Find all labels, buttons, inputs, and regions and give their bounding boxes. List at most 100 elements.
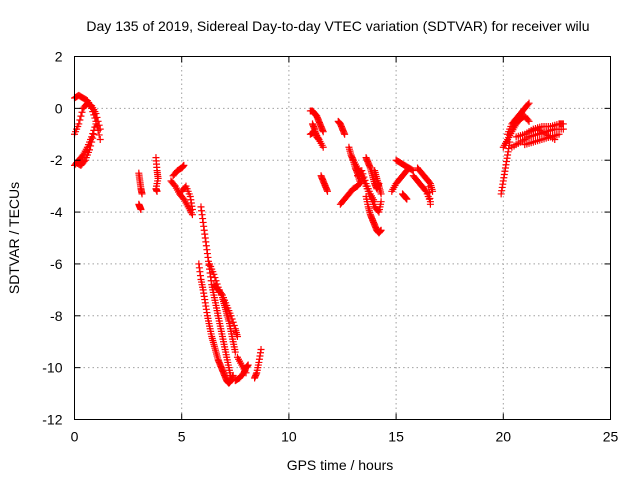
data-track	[210, 281, 241, 341]
data-point	[90, 130, 98, 138]
data-point	[233, 333, 241, 341]
data-point	[403, 195, 411, 203]
data-point	[137, 205, 145, 213]
data-point	[92, 120, 100, 128]
data-point	[180, 161, 188, 169]
data-track	[71, 99, 104, 138]
data-track	[525, 125, 559, 143]
data-track	[317, 172, 331, 195]
x-tick-label: 10	[281, 429, 297, 445]
data-point	[551, 135, 559, 143]
data-point	[217, 290, 225, 298]
data-point	[95, 121, 103, 129]
data-point	[231, 348, 239, 356]
data-point	[80, 158, 88, 166]
x-tick-label: 15	[388, 429, 404, 445]
data-point	[228, 315, 236, 323]
data-point	[426, 200, 434, 208]
data-point	[377, 198, 385, 206]
y-tick-label: 2	[55, 49, 63, 65]
data-point	[559, 120, 567, 128]
data-point	[423, 176, 431, 184]
y-axis-title: SDTVAR / TECUs	[6, 182, 22, 294]
data-point	[357, 178, 365, 186]
data-track	[197, 203, 235, 382]
data-point	[93, 113, 101, 121]
x-tick-label: 25	[603, 429, 619, 445]
y-tick-label: -8	[50, 308, 63, 324]
data-point	[525, 99, 533, 107]
data-point	[210, 270, 218, 278]
data-track	[135, 169, 146, 198]
data-track	[152, 154, 162, 195]
data-track	[178, 182, 196, 213]
x-tick-label: 5	[178, 429, 186, 445]
data-points	[71, 91, 567, 387]
data-point	[408, 166, 416, 174]
data-point	[229, 371, 237, 379]
y-tick-label: -2	[50, 152, 63, 168]
y-tick-label: -10	[42, 360, 62, 376]
data-track	[308, 120, 323, 143]
y-tick-label: 0	[55, 100, 63, 116]
data-point	[555, 130, 563, 138]
data-point	[244, 361, 252, 369]
data-track	[521, 130, 563, 149]
data-track	[233, 353, 250, 377]
data-point	[153, 187, 161, 195]
data-point	[242, 369, 250, 377]
data-point	[319, 143, 327, 151]
data-point	[211, 274, 219, 282]
data-track	[251, 345, 265, 382]
data-track	[306, 107, 327, 136]
data-point	[426, 194, 434, 202]
data-point	[89, 134, 97, 142]
x-tick-label: 0	[71, 429, 79, 445]
data-point	[323, 187, 331, 195]
data-track	[392, 156, 417, 175]
data-point	[525, 117, 533, 125]
data-point	[75, 120, 83, 128]
data-track	[497, 138, 514, 198]
data-point	[227, 312, 235, 320]
data-point	[524, 100, 532, 108]
data-point	[315, 135, 323, 143]
data-point	[319, 128, 327, 136]
x-axis-title: GPS time / hours	[287, 457, 394, 473]
data-point	[76, 116, 84, 124]
data-track	[349, 156, 385, 216]
data-point	[377, 226, 385, 234]
data-point	[421, 186, 429, 194]
data-point	[77, 112, 85, 120]
y-tick-label: -12	[42, 412, 62, 428]
grid-lines	[74, 56, 611, 420]
data-point	[424, 177, 432, 185]
data-track	[167, 177, 196, 219]
data-track	[388, 164, 413, 195]
data-track	[195, 260, 237, 387]
data-track	[169, 161, 188, 180]
data-track	[135, 200, 145, 213]
data-point	[96, 135, 104, 143]
data-point	[88, 138, 96, 146]
data-point	[229, 318, 237, 326]
data-point	[425, 183, 433, 191]
data-point	[230, 322, 238, 330]
data-track	[420, 172, 434, 208]
data-point	[87, 142, 95, 150]
data-point	[341, 130, 349, 138]
data-track	[371, 167, 385, 198]
data-point	[95, 131, 103, 139]
data-point	[96, 125, 104, 133]
data-point	[212, 277, 220, 285]
data-point	[188, 205, 196, 213]
plot-frame	[74, 56, 611, 420]
data-point	[91, 123, 99, 131]
data-point	[138, 190, 146, 198]
data-point	[425, 189, 433, 197]
data-point	[374, 207, 382, 215]
data-point	[429, 187, 437, 195]
data-track	[334, 117, 349, 138]
